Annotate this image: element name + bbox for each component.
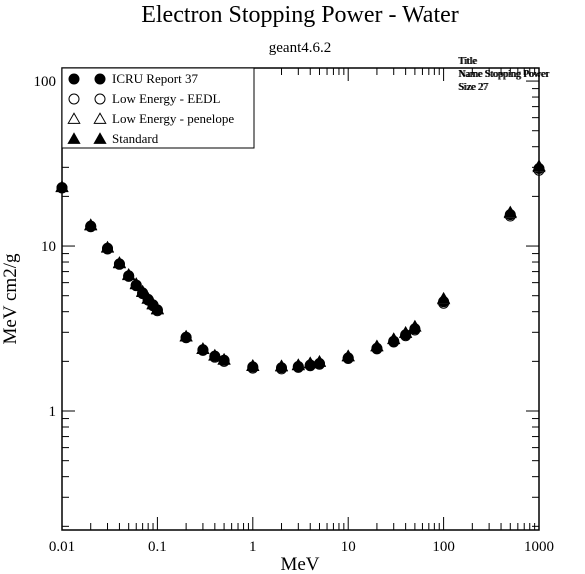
legend-marker <box>94 93 106 105</box>
data-point <box>291 358 305 371</box>
data-point <box>370 339 384 352</box>
data-point <box>217 353 231 365</box>
stats-line-overprint: Name Stopping Power <box>459 69 550 80</box>
data-point <box>129 277 143 290</box>
plot-frame <box>61 67 540 531</box>
stats-line: Size 27 <box>458 82 488 93</box>
data-point <box>100 241 115 253</box>
data-point <box>150 302 165 315</box>
legend-label: Standard <box>112 131 159 146</box>
stats-line-overprint: Size 27 <box>459 82 489 93</box>
legend-label: Low Energy - penelope <box>112 111 234 126</box>
legend: ICRU Report 37 Low Energy - EEDL Low Energ… <box>61 67 255 149</box>
data-point <box>141 292 155 304</box>
legend-marker <box>67 112 81 124</box>
x-tick-label: 0.1 <box>148 539 167 555</box>
data-point <box>436 291 451 304</box>
legend-marker <box>94 73 106 85</box>
legend-marker <box>93 112 107 124</box>
data-point <box>179 329 193 342</box>
data-point <box>399 326 413 338</box>
stats-line: Title <box>458 56 477 67</box>
data-point <box>503 205 517 218</box>
y-tick-label: 1 <box>49 404 57 420</box>
data-point <box>112 256 127 269</box>
x-tick-label: 100 <box>432 539 455 555</box>
chart-title: Electron Stopping Power - Water <box>141 2 459 28</box>
data-point <box>341 349 355 362</box>
y-tick-label: 10 <box>41 239 56 255</box>
data-point <box>387 332 401 345</box>
legend-box <box>61 67 255 149</box>
data-point <box>303 356 317 369</box>
stats-line: Name Stopping Power <box>458 69 549 80</box>
data-point <box>196 342 210 355</box>
data-point <box>312 355 327 367</box>
chart-subtitle: geant4.6.2 <box>269 40 331 56</box>
legend-marker <box>68 73 80 85</box>
data-point <box>84 218 98 231</box>
data-point <box>208 349 222 361</box>
y-axis-label: MeV cm2/g <box>0 253 21 344</box>
x-axis-label: MeV <box>280 554 319 574</box>
data-point <box>274 359 289 372</box>
data-point <box>408 320 422 332</box>
legend-label: ICRU Report 37 <box>112 71 198 86</box>
data-point <box>136 285 150 298</box>
x-tick-label: 0.01 <box>49 539 75 555</box>
legend-marker <box>68 93 80 105</box>
x-tick-label: 1000 <box>524 539 554 555</box>
legend-marker <box>93 132 107 144</box>
legend-label: Low Energy - EEDL <box>112 91 220 106</box>
data-point <box>246 359 260 371</box>
x-tick-label: 10 <box>341 539 356 555</box>
data-point <box>122 268 136 281</box>
legend-marker <box>67 132 81 144</box>
stats-line-overprint: Title <box>459 56 478 67</box>
x-tick-label: 1 <box>249 539 257 555</box>
y-tick-label: 100 <box>34 74 57 90</box>
